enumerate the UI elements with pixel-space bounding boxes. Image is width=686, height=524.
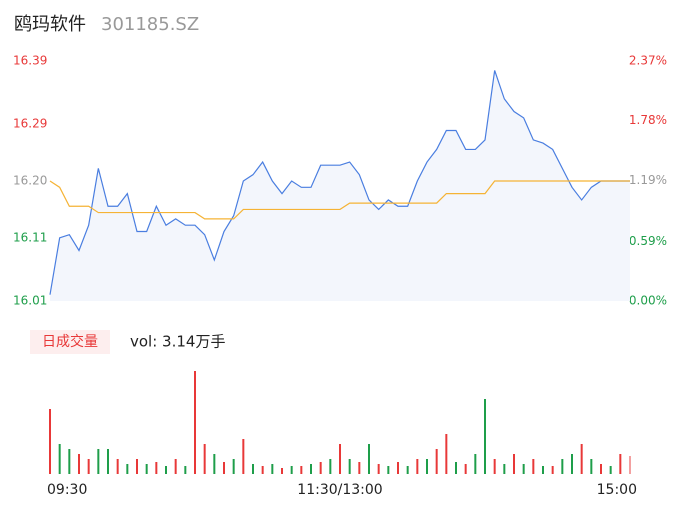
volume-bar <box>145 464 148 474</box>
volume-bar <box>609 466 612 474</box>
volume-bar <box>49 409 51 474</box>
volume-bar <box>203 444 206 474</box>
y-tick-label: 16.29 <box>13 117 47 131</box>
volume-bar <box>58 444 61 474</box>
volume-bar <box>174 459 177 474</box>
volume-bar <box>116 459 119 474</box>
volume-bar <box>513 454 515 474</box>
price-area <box>50 70 630 301</box>
volume-bar <box>532 459 535 474</box>
volume-bar <box>561 459 564 474</box>
stock-code: 301185.SZ <box>101 14 199 35</box>
volume-bar <box>445 434 448 474</box>
volume-bar <box>358 462 361 474</box>
volume-bar <box>232 459 235 474</box>
volume-bar <box>252 464 254 474</box>
volume-bar <box>78 454 80 474</box>
volume-bar <box>87 459 90 474</box>
volume-bar <box>329 459 332 474</box>
volume-bar <box>580 444 583 474</box>
volume-bar <box>348 459 351 474</box>
volume-total: vol: 3.14万手 <box>130 333 225 351</box>
x-tick-label: 09:30 <box>47 482 87 498</box>
volume-bar <box>310 464 312 474</box>
y2-tick-label: 2.37% <box>629 54 667 68</box>
y2-tick-label: 1.78% <box>629 113 667 127</box>
volume-bar <box>571 454 573 474</box>
volume-bar <box>271 464 274 474</box>
volume-bar <box>455 462 457 474</box>
volume-bar <box>155 462 158 474</box>
volume-bar <box>619 454 622 474</box>
volume-tab[interactable] <box>30 330 110 354</box>
volume-bar <box>522 464 525 474</box>
volume-bar <box>474 454 477 474</box>
x-tick-label: 15:00 <box>597 482 637 498</box>
volume-bar <box>194 371 196 474</box>
volume-tab-label[interactable]: 日成交量 <box>42 333 98 350</box>
volume-bar <box>242 439 245 474</box>
y-tick-label: 16.11 <box>13 230 47 244</box>
volume-bar <box>484 399 486 474</box>
price-line <box>49 70 630 295</box>
volume-bar <box>542 466 544 474</box>
volume-bar <box>165 466 167 474</box>
volume-bar <box>68 449 71 474</box>
volume-bar <box>493 459 496 474</box>
volume-bar <box>503 464 506 474</box>
volume-bar <box>290 466 293 474</box>
volume-bar <box>184 466 187 474</box>
volume-bar <box>339 444 341 474</box>
volume-bar <box>600 464 602 474</box>
y-tick-label: 16.01 <box>13 294 47 308</box>
volume-bar <box>397 462 399 474</box>
volume-bar <box>590 459 593 474</box>
volume-bar <box>213 454 216 474</box>
volume-bar <box>377 464 380 474</box>
volume-bar <box>464 464 467 474</box>
average-line <box>49 180 630 220</box>
volume-bar <box>387 466 390 474</box>
volume-bar <box>300 466 303 474</box>
volume-bar <box>136 459 138 474</box>
volume-bar <box>107 449 109 474</box>
volume-bar <box>281 468 283 474</box>
volume-bar <box>223 462 225 474</box>
volume-bar <box>126 464 129 474</box>
volume-bar <box>426 459 428 474</box>
volume-bar <box>406 466 409 474</box>
volume-bar <box>551 466 554 474</box>
volume-bar <box>435 449 438 474</box>
stock-name: 鸥玛软件 <box>14 14 86 35</box>
volume-bar <box>629 456 631 474</box>
y2-tick-label: 1.19% <box>629 173 667 187</box>
y-tick-label: 16.20 <box>13 174 47 188</box>
x-tick-label: 11:30/13:00 <box>297 482 382 498</box>
volume-bar <box>97 449 100 474</box>
volume-bar <box>368 444 370 474</box>
y-tick-label: 16.39 <box>13 54 47 68</box>
volume-bar <box>261 466 264 474</box>
volume-bar <box>319 462 322 474</box>
y2-tick-label: 0.00% <box>629 294 667 308</box>
volume-bar <box>416 459 419 474</box>
y2-tick-label: 0.59% <box>629 234 667 248</box>
